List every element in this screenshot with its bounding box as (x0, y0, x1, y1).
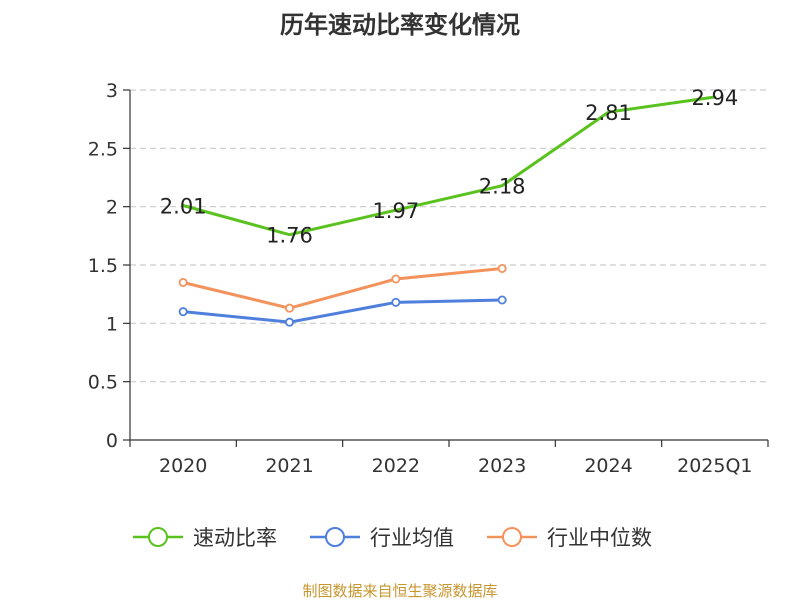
x-tick-label: 2020 (159, 455, 207, 477)
data-label: 2.94 (691, 86, 738, 110)
legend-marker-swatch (148, 527, 168, 547)
series-lines (178, 95, 717, 327)
data-point (284, 317, 294, 327)
data-label: 1.97 (372, 199, 419, 223)
y-tick-label: 0.5 (88, 372, 118, 394)
series-line-2 (181, 267, 504, 310)
legend-label: 行业均值 (370, 526, 454, 550)
data-point (391, 274, 401, 284)
data-label: 2.01 (160, 195, 207, 219)
legend-marker-swatch (325, 527, 345, 547)
data-point (497, 263, 507, 273)
grid-lines (130, 89, 768, 383)
data-label: 2.18 (479, 175, 526, 199)
axes: 0 0.5 1 1.5 2 2.5 3 2020 2021 2022 2023 2024 2025Q1 (88, 80, 769, 477)
series-line-1 (181, 298, 504, 324)
legend-marker-swatch (502, 527, 522, 547)
source-note: 制图数据来自恒生聚源数据库 (302, 582, 497, 600)
x-tick-label: 2024 (584, 455, 632, 477)
x-tick-label: 2022 (372, 455, 420, 477)
legend-label: 行业中位数 (547, 526, 652, 550)
legend-item-2[interactable]: 行业中位数 (487, 526, 652, 550)
data-point (178, 277, 188, 287)
y-tick-label: 0 (106, 430, 118, 452)
legend-label: 速动比率 (193, 526, 277, 550)
data-point (497, 295, 507, 305)
data-point (391, 297, 401, 307)
y-tick-label: 2 (106, 197, 118, 219)
x-tick-label: 2025Q1 (677, 455, 752, 477)
legend-item-0[interactable]: 速动比率 (133, 526, 277, 550)
chart-title: 历年速动比率变化情况 (280, 11, 520, 39)
series-line-0 (181, 95, 717, 237)
y-tick-label: 2.5 (88, 138, 118, 160)
x-tick-label: 2021 (265, 455, 313, 477)
x-tick-label: 2023 (478, 455, 526, 477)
data-labels: 2.01 1.76 1.97 2.18 2.81 2.94 (160, 86, 738, 248)
legend-item-1[interactable]: 行业均值 (310, 526, 454, 550)
data-point (178, 307, 188, 317)
y-tick-label: 3 (106, 80, 118, 102)
data-point (284, 303, 294, 313)
legend[interactable]: 速动比率 行业均值 行业中位数 (133, 526, 652, 550)
data-label: 2.81 (585, 101, 632, 125)
y-tick-label: 1.5 (88, 255, 118, 277)
y-tick-label: 1 (106, 313, 118, 335)
data-label: 1.76 (266, 224, 313, 248)
